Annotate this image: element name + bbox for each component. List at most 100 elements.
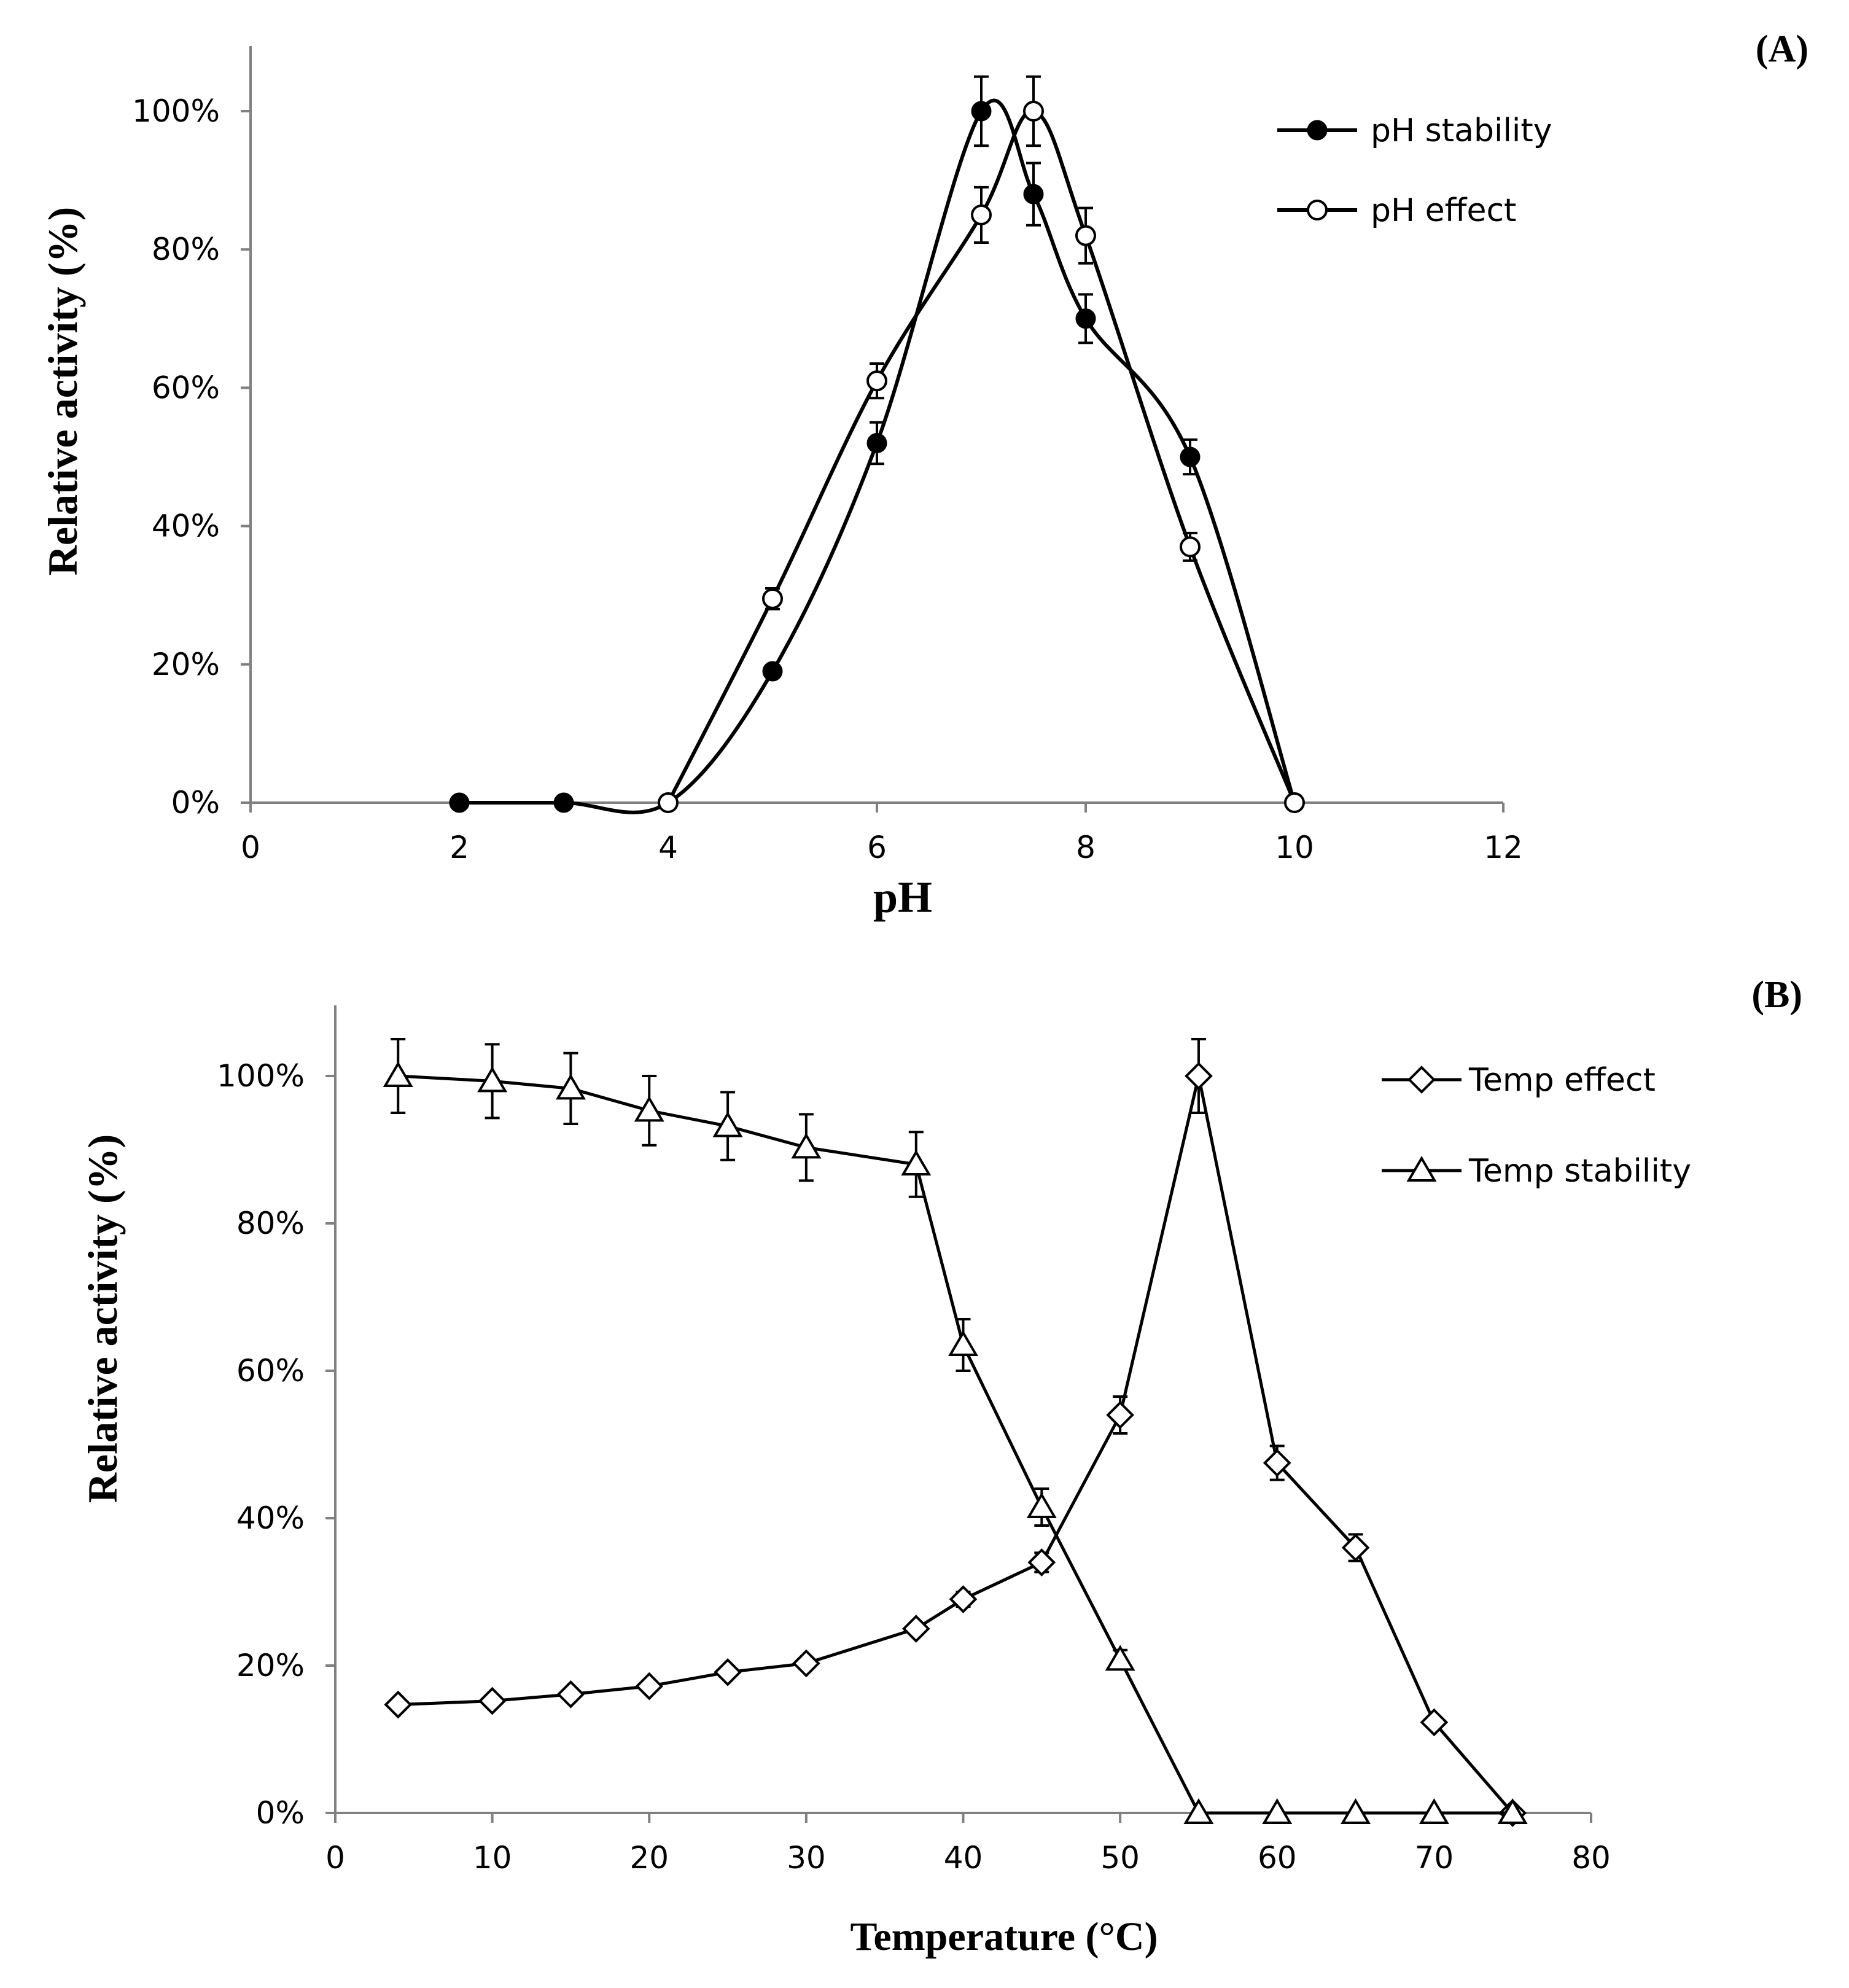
panel-a-x-tick-label: 2 (450, 830, 469, 865)
panel-a-x-tick-label: 4 (658, 830, 678, 865)
series-ph-effect (658, 75, 1305, 813)
series-ph-stability-point (449, 792, 470, 813)
panel-a-axes: 0 2 4 6 8 10 12 0% 20% 40% 60% 80% 100% (132, 46, 1523, 865)
series-temp-effect-point (949, 1585, 978, 1613)
chart-panel-a: (A) 0 2 4 6 8 10 12 0% 20% 40% 60% 80% 100% pH Relat… (39, 28, 1808, 922)
series-temp-stability-point (634, 1096, 664, 1122)
series-temp-stability-point (1026, 1492, 1057, 1518)
series-ph-stability-point (866, 432, 887, 453)
legend-label-ph-effect: pH effect (1371, 192, 1516, 229)
series-temp-stability-point (555, 1074, 586, 1100)
series-ph-effect-point (1180, 536, 1201, 558)
panel-a-x-tick-label: 0 (241, 830, 260, 865)
series-ph-effect-point (1284, 792, 1305, 813)
series-temp-effect-point (792, 1649, 820, 1678)
chart-panel-b: (B) 0 10 20 30 40 50 60 70 800%20%40%60%80%100% … (79, 974, 1802, 1959)
panel-b-x-tick-label: 30 (787, 1840, 826, 1876)
panel-a-x-axis-title: pH (873, 873, 932, 922)
panel-a-y-axis-title: Relative activity (%) (39, 207, 86, 575)
series-temp-stability-point (1497, 1798, 1528, 1824)
series-ph-effect-point (658, 792, 679, 813)
panel-b-x-tick-label: 40 (944, 1840, 983, 1876)
series-temp-effect-point (1263, 1449, 1291, 1477)
legend-entry-ph-stability: pH stability (1277, 112, 1552, 149)
series-ph-stability-point (1075, 308, 1096, 329)
panel-b-y-tick-label: 40% (236, 1500, 305, 1536)
series-ph-stability-point (1023, 184, 1044, 205)
legend-marker-temp-effect (1407, 1066, 1436, 1094)
series-temp-effect-point (1341, 1534, 1370, 1562)
panel-b-x-tick-label: 70 (1415, 1840, 1454, 1876)
panel-a-y-tick-label: 0% (171, 785, 220, 821)
panel-b-x-tick-label: 60 (1258, 1840, 1297, 1876)
panel-label-a: (A) (1756, 28, 1808, 70)
series-temp-effect-point (1027, 1548, 1056, 1577)
series-ph-effect-point (866, 370, 887, 392)
series-temp-effect-point (1106, 1401, 1134, 1429)
series-temp-effect-point (556, 1680, 585, 1709)
series-temp-stability-point (1341, 1798, 1371, 1824)
panel-b-x-tick-label: 20 (629, 1840, 669, 1876)
series-temp-stability-point (1183, 1798, 1214, 1824)
series-ph-effect-point (1075, 225, 1096, 246)
panel-a-x-tick-label: 6 (867, 830, 887, 865)
legend-entry-ph-effect: pH effect (1277, 192, 1516, 229)
panel-b-plot-area (383, 1038, 1528, 1827)
panel-b-y-tick-label: 60% (236, 1353, 305, 1389)
legend-marker-temp-stability (1406, 1156, 1437, 1182)
series-temp-effect-point (714, 1658, 742, 1686)
panel-a-x-tick-label: 12 (1484, 830, 1523, 865)
panel-label-b: (B) (1751, 974, 1802, 1016)
panel-b-y-tick-label: 100% (217, 1058, 305, 1094)
series-temp-stability-point (948, 1330, 978, 1356)
series-temp-stability-point (712, 1111, 743, 1137)
panel-b-x-tick-label: 80 (1571, 1840, 1611, 1876)
series-temp-stability-point (791, 1132, 822, 1159)
legend-label-ph-stability: pH stability (1371, 112, 1552, 149)
series-temp-stability-point (383, 1061, 413, 1087)
panel-b-legend: Temp effect Temp stability (1382, 1062, 1691, 1190)
legend-marker-ph-effect (1307, 200, 1328, 220)
series-temp-stability-point (1419, 1798, 1449, 1824)
series-ph-effect-point (762, 588, 783, 609)
legend-label-temp-effect: Temp effect (1468, 1062, 1656, 1099)
series-temp-stability-point (1262, 1798, 1293, 1824)
panel-a-y-tick-label: 80% (152, 232, 220, 267)
panel-b-x-tick-label: 10 (473, 1840, 512, 1876)
series-temp-stability-point (1105, 1645, 1135, 1671)
series-temp-effect-point (901, 1615, 930, 1643)
series-temp-stability-point (901, 1150, 932, 1175)
series-temp-stability (383, 1038, 1528, 1824)
series-temp-effect-point (384, 1690, 413, 1719)
legend-label-temp-stability: Temp stability (1468, 1153, 1691, 1190)
legend-entry-temp-stability: Temp stability (1382, 1153, 1691, 1190)
panel-b-x-axis-title: Temperature (°C) (850, 1914, 1158, 1959)
panel-a-x-tick-label: 10 (1275, 830, 1314, 865)
series-ph-effect-point (971, 204, 992, 225)
panel-a-y-tick-label: 40% (152, 509, 220, 544)
panel-a-y-tick-label: 100% (132, 93, 220, 129)
panel-a-y-tick-label: 20% (152, 647, 220, 682)
panel-b-y-axis-title: Relative activity (%) (79, 1134, 126, 1503)
series-ph-stability-point (553, 792, 574, 813)
series-temp-effect-point (478, 1686, 507, 1715)
series-temp-effect-point (1185, 1062, 1213, 1090)
panel-b-y-tick-label: 80% (236, 1206, 305, 1241)
panel-a-legend: pH stability pH effect (1277, 112, 1552, 229)
series-ph-stability-point (971, 101, 992, 122)
series-ph-stability-point (1180, 446, 1201, 467)
legend-entry-temp-effect: Temp effect (1382, 1062, 1656, 1099)
legend-marker-ph-stability (1307, 120, 1328, 141)
panel-a-plot-area (449, 75, 1305, 814)
series-temp-effect-point (635, 1672, 664, 1701)
panel-b-x-tick-label: 50 (1100, 1840, 1140, 1876)
series-temp-effect-point (1420, 1708, 1449, 1737)
panel-a-x-tick-label: 8 (1076, 830, 1096, 865)
panel-b-y-tick-label: 0% (256, 1795, 305, 1831)
series-ph-stability-point (762, 661, 783, 682)
panel-b-x-tick-label: 0 (325, 1840, 345, 1876)
series-ph-effect-point (1023, 101, 1044, 122)
panel-a-y-tick-label: 60% (152, 370, 220, 405)
